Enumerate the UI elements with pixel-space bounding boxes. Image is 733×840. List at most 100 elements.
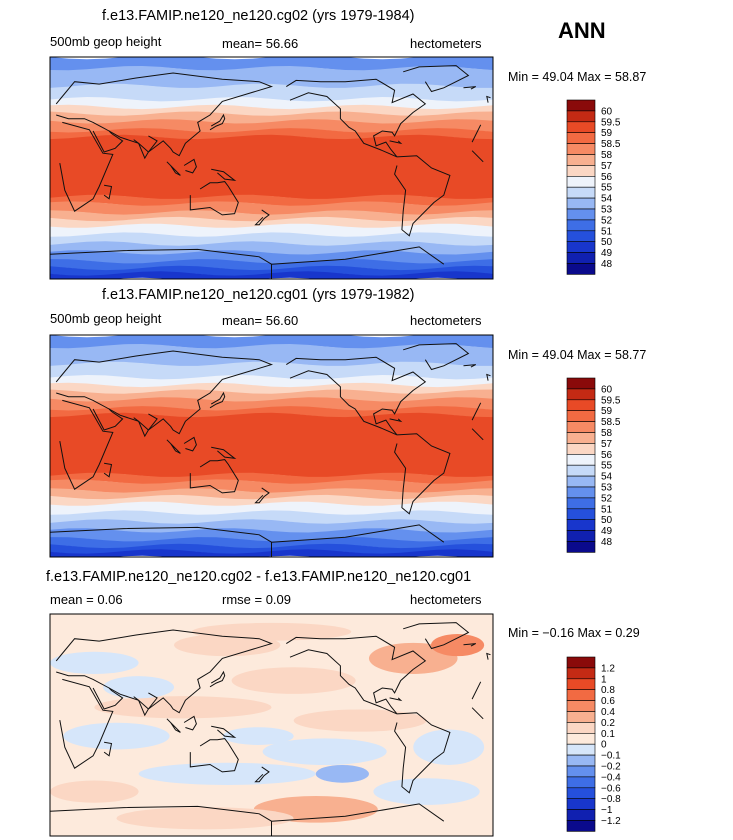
coastline-britain (486, 95, 491, 103)
colorbar-swatch (566, 421, 596, 433)
colorbar-swatch (566, 230, 596, 243)
colorbar-tick-label: 49 (601, 526, 613, 537)
colorbar-swatch (566, 508, 596, 520)
coastlines-2 (50, 343, 491, 557)
contour-band (50, 119, 493, 134)
coastline-arabia (92, 408, 124, 431)
colorbar-swatch (566, 252, 596, 264)
panel-3-minmax: Min = −0.16 Max = 0.29 (508, 626, 640, 640)
contour-band (50, 488, 493, 501)
colorbar-swatch (566, 820, 596, 832)
colorbar-swatch (566, 219, 596, 232)
colorbar-tick-label: 50 (601, 515, 613, 526)
map-frame-3 (49, 613, 494, 837)
colorbar-swatch (566, 519, 596, 531)
colorbar-tick-label: 52 (601, 215, 613, 226)
panel-2-title: f.e13.FAMIP.ne120_ne120.cg01 (yrs 1979-1… (102, 287, 415, 303)
colorbar-swatch (566, 154, 596, 166)
colorbar-swatch (566, 787, 596, 799)
coastline-newguinea (211, 446, 237, 460)
panel-1-variable: 500mb geop height (50, 34, 162, 49)
coastline-n-america (286, 356, 427, 436)
colorbar-tick-label: 58 (601, 150, 613, 161)
colorbar-swatch (566, 678, 596, 690)
coastline-borneo (183, 158, 197, 174)
coastline-sumatra (166, 161, 181, 176)
coastline-antarctica (50, 524, 445, 557)
colorbar-swatch (566, 208, 596, 221)
coastline-australia (189, 181, 239, 216)
contour-band (50, 201, 493, 216)
contour-patch (63, 722, 170, 750)
contour-patch (413, 729, 485, 765)
colorbar-tick-label: 1 (601, 674, 607, 685)
coastline-madagascar (103, 741, 113, 757)
coastline-japan (209, 670, 226, 688)
contour-band (50, 134, 493, 200)
colorbar-swatch (566, 143, 596, 155)
contour-band (50, 241, 493, 256)
colorbar-tick-label: 57 (601, 161, 613, 172)
colorbar-tick-label: 0.1 (601, 729, 615, 740)
contour-patch (50, 651, 139, 674)
colorbar-tick-label: 48 (601, 259, 613, 270)
colorbar-3: 1.210.80.60.40.20.10−0.1−0.2−0.4−0.6−0.8… (566, 656, 621, 832)
contour-patch (293, 709, 427, 732)
contour-band (50, 111, 493, 125)
colorbar-swatch (566, 486, 596, 499)
coastline-greenland (403, 65, 470, 93)
contour-patch (373, 778, 480, 805)
colorbar-swatch (566, 798, 596, 810)
coastline-eurasia (55, 629, 274, 714)
coastline-eurasia (55, 350, 274, 435)
colorbar-tick-label: 58 (601, 428, 613, 439)
coastline-newzealand (254, 487, 270, 504)
colorbar-swatch (566, 541, 596, 553)
contour-patch (430, 633, 485, 657)
colorbar-tick-label: 50 (601, 237, 613, 248)
colorbar-swatch (566, 399, 596, 411)
panel-1-minmax: Min = 49.04 Max = 58.87 (508, 70, 647, 84)
colorbar-tick-label: 51 (601, 226, 613, 237)
colorbar-swatch (566, 743, 596, 756)
coastline-india (133, 413, 158, 438)
colorbar-tick-label: 51 (601, 504, 613, 515)
coastlines-1 (50, 65, 491, 279)
coastline-madagascar (103, 184, 113, 200)
colorbar-tick-label: 53 (601, 483, 613, 494)
contour-band (50, 223, 493, 238)
coastline-newzealand (254, 766, 270, 783)
colorbar-tick-label: 0.8 (601, 685, 615, 696)
colorbar-tick-label: 60 (601, 384, 613, 395)
coastline-india (133, 692, 158, 717)
coastline-japan (209, 391, 226, 409)
coastline-greenland (403, 343, 470, 371)
contour-patch (315, 764, 369, 783)
colorbar-tick-label: 0.6 (601, 696, 615, 707)
panel-2-minmax: Min = 49.04 Max = 58.77 (508, 348, 647, 362)
coastline-s-america (394, 712, 451, 794)
coastline-cuba (389, 697, 403, 702)
map-field-3 (50, 614, 493, 836)
coastline-australia (189, 459, 239, 494)
map-frame-2 (49, 334, 494, 558)
coastline-arabia (92, 687, 124, 710)
colorbar-tick-label: 58.5 (601, 139, 621, 150)
contour-band (50, 57, 493, 72)
contour-patch (231, 667, 356, 694)
colorbar-swatch (566, 132, 596, 144)
panel-3-title: f.e13.FAMIP.ne120_ne120.cg02 - f.e13.FAM… (46, 569, 472, 585)
colorbar-swatch (566, 388, 596, 401)
contour-band (50, 519, 493, 534)
colorbar-tick-label: 52 (601, 493, 613, 504)
colorbar-swatch (566, 530, 596, 542)
colorbar-swatch (566, 497, 596, 510)
coastline-n-america (286, 78, 427, 158)
coastline-borneo (183, 436, 197, 452)
coastline-newguinea (211, 168, 237, 182)
contour-band (50, 389, 493, 403)
contour-band (50, 501, 493, 516)
coastline-britain (486, 373, 491, 381)
coastline-iceland (463, 643, 477, 647)
